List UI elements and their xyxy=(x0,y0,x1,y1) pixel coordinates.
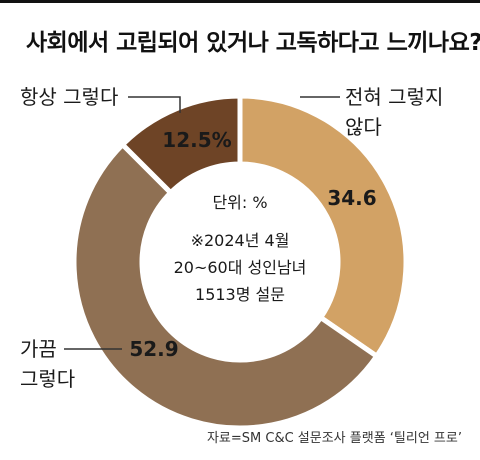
category-label: 그렇다 xyxy=(20,367,75,391)
donut-slice xyxy=(71,141,381,431)
value-label: 34.6 xyxy=(327,186,376,210)
top-rule xyxy=(0,0,480,3)
category-label: 가끔 xyxy=(20,337,57,361)
category-label: 않다 xyxy=(345,115,382,139)
leader-line xyxy=(128,96,181,113)
source-note: 자료=SM C&C 설문조사 플랫폼 ‘틸리언 프로’ xyxy=(206,431,462,446)
survey-note: ※2024년 4월 xyxy=(191,231,290,250)
category-label: 항상 그렇다 xyxy=(20,85,118,109)
survey-note: 20~60대 성인남녀 xyxy=(174,258,307,277)
value-label: 52.9 xyxy=(129,337,178,361)
chart-title: 사회에서 고립되어 있거나 고독하다고 느끼나요? xyxy=(26,30,480,56)
category-label: 전혀 그렇지 xyxy=(345,85,443,109)
unit-label: 단위: % xyxy=(212,193,267,212)
donut-slice xyxy=(119,93,243,197)
value-label: 12.5% xyxy=(162,128,231,152)
survey-note: 1513명 설문 xyxy=(195,285,285,304)
donut-slice xyxy=(237,93,409,360)
